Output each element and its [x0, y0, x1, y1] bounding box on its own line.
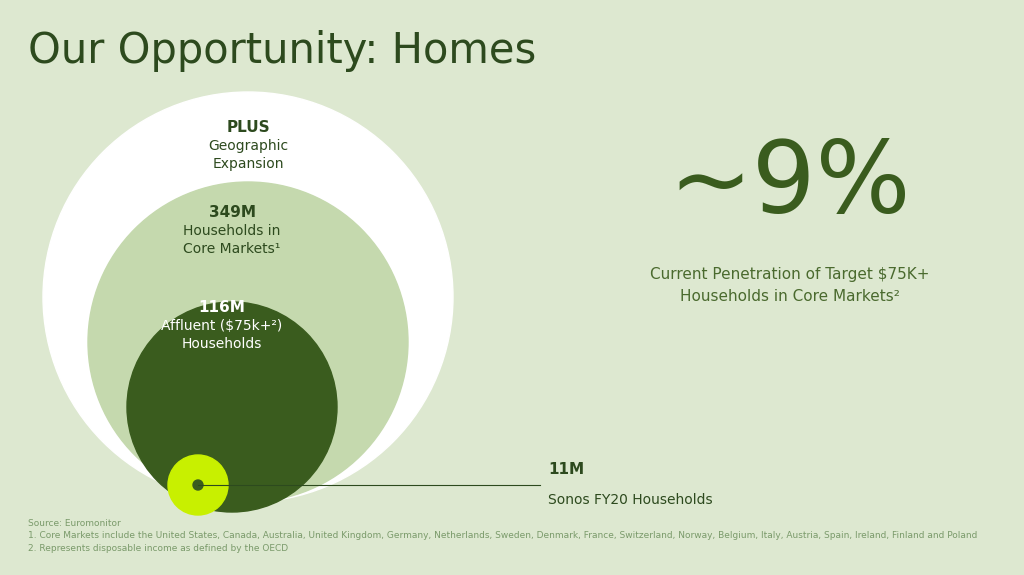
Circle shape — [43, 92, 453, 502]
Circle shape — [168, 455, 228, 515]
Text: Households in
Core Markets¹: Households in Core Markets¹ — [183, 224, 281, 256]
Circle shape — [127, 302, 337, 512]
Circle shape — [193, 480, 203, 490]
Text: Affluent ($75k+²)
Households: Affluent ($75k+²) Households — [162, 319, 283, 351]
Circle shape — [88, 182, 408, 502]
Text: 116M: 116M — [199, 300, 246, 315]
Text: 349M: 349M — [209, 205, 256, 220]
Text: Source: Euromonitor
1. Core Markets include the United States, Canada, Australia: Source: Euromonitor 1. Core Markets incl… — [28, 519, 977, 553]
Text: Our Opportunity: Homes: Our Opportunity: Homes — [28, 30, 537, 72]
Text: PLUS: PLUS — [226, 120, 269, 135]
Text: Current Penetration of Target $75K+
Households in Core Markets²: Current Penetration of Target $75K+ Hous… — [650, 267, 930, 304]
Text: Geographic
Expansion: Geographic Expansion — [208, 139, 288, 171]
Text: Sonos FY20 Households: Sonos FY20 Households — [548, 493, 713, 507]
Text: ~9%: ~9% — [669, 136, 911, 233]
Text: 11M: 11M — [548, 462, 584, 477]
